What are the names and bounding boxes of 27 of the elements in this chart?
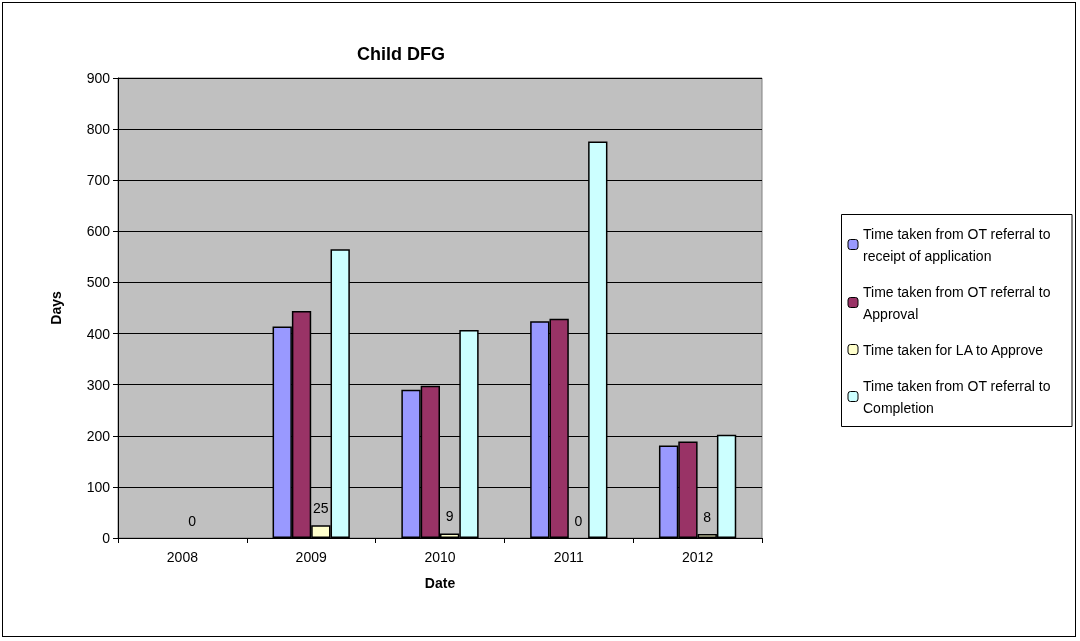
legend-label: Time taken from OT referral to Completion [863,377,1055,416]
y-axis-title: Days [48,291,64,325]
x-tick-label: 2008 [166,549,199,565]
y-tick-label: 200 [86,427,111,444]
legend-label: Time taken from OT referral to receipt of application [863,225,1055,264]
x-axis-title: Date [424,575,456,591]
data-label: 9 [445,508,454,525]
x-tick-label: 2011 [553,549,585,565]
legend-label: Time taken for LA to Approve [863,341,1044,358]
x-tick-label: 2009 [295,549,327,565]
y-tick-label: 0 [102,530,111,546]
chart-title: Child DFG [357,44,445,64]
y-tick-label: 400 [86,325,111,342]
y-tick-label: 500 [86,274,111,291]
data-label: 25 [313,500,329,517]
data-label: 8 [703,508,712,525]
y-tick-label: 700 [86,172,111,189]
data-label: 0 [574,513,583,529]
x-tick-label: 2010 [424,549,456,565]
legend-label: Time taken from OT referral to Approval [863,283,1055,322]
y-tick-label: 600 [86,223,111,240]
y-tick-label: 100 [86,478,111,495]
y-tick-label: 800 [86,121,111,138]
x-tick-label: 2012 [682,549,714,565]
y-tick-label: 300 [86,376,111,393]
y-tick-label: 900 [86,70,111,86]
data-label: 0 [188,513,197,529]
